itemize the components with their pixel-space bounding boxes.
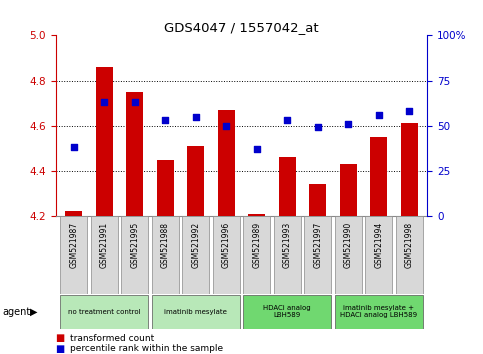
Bar	[274, 216, 301, 294]
Bar	[60, 216, 87, 294]
Bar	[396, 216, 423, 294]
Bar	[127, 92, 143, 216]
Bar	[182, 216, 209, 294]
Bar	[335, 295, 423, 329]
Point	[222, 123, 230, 129]
Bar	[91, 216, 118, 294]
Point	[100, 99, 108, 105]
Bar	[152, 295, 240, 329]
Bar	[243, 295, 331, 329]
Text: GSM521998: GSM521998	[405, 222, 413, 268]
Point	[284, 118, 291, 123]
Bar	[370, 137, 387, 216]
Point	[161, 118, 169, 123]
Bar	[157, 160, 174, 216]
Point	[344, 121, 352, 127]
Bar	[309, 184, 326, 216]
Bar	[365, 216, 392, 294]
Bar	[279, 157, 296, 216]
Point	[253, 146, 261, 152]
Text: imatinib mesylate +
HDACi analog LBH589: imatinib mesylate + HDACi analog LBH589	[340, 305, 417, 318]
Bar	[218, 110, 235, 216]
Text: agent: agent	[2, 307, 30, 316]
Bar	[60, 295, 148, 329]
Bar	[66, 211, 82, 216]
Text: GSM521997: GSM521997	[313, 222, 322, 268]
Bar	[335, 216, 362, 294]
Bar	[243, 216, 270, 294]
Text: GSM521989: GSM521989	[252, 222, 261, 268]
Text: GSM521990: GSM521990	[344, 222, 353, 268]
Bar	[187, 146, 204, 216]
Bar	[304, 216, 331, 294]
Text: GSM521992: GSM521992	[191, 222, 200, 268]
Text: GSM521988: GSM521988	[161, 222, 170, 268]
Bar	[152, 216, 179, 294]
Point	[70, 144, 78, 150]
Text: HDACi analog
LBH589: HDACi analog LBH589	[263, 305, 311, 318]
Text: GSM521987: GSM521987	[70, 222, 78, 268]
Text: no treatment control: no treatment control	[68, 309, 141, 314]
Title: GDS4047 / 1557042_at: GDS4047 / 1557042_at	[164, 21, 319, 34]
Bar	[213, 216, 240, 294]
Point	[314, 125, 322, 130]
Text: imatinib mesylate: imatinib mesylate	[164, 309, 227, 314]
Text: transformed count: transformed count	[70, 333, 154, 343]
Point	[375, 112, 383, 118]
Text: GSM521996: GSM521996	[222, 222, 231, 268]
Text: GSM521993: GSM521993	[283, 222, 292, 268]
Bar	[121, 216, 148, 294]
Point	[405, 108, 413, 114]
Text: ■: ■	[56, 333, 65, 343]
Bar	[401, 124, 417, 216]
Point	[192, 114, 199, 119]
Bar	[96, 67, 113, 216]
Text: ■: ■	[56, 344, 65, 354]
Text: ▶: ▶	[30, 307, 38, 316]
Text: percentile rank within the sample: percentile rank within the sample	[70, 344, 223, 353]
Text: GSM521991: GSM521991	[100, 222, 109, 268]
Bar	[248, 214, 265, 216]
Text: GSM521995: GSM521995	[130, 222, 139, 268]
Point	[131, 99, 139, 105]
Bar	[340, 164, 356, 216]
Text: GSM521994: GSM521994	[374, 222, 383, 268]
